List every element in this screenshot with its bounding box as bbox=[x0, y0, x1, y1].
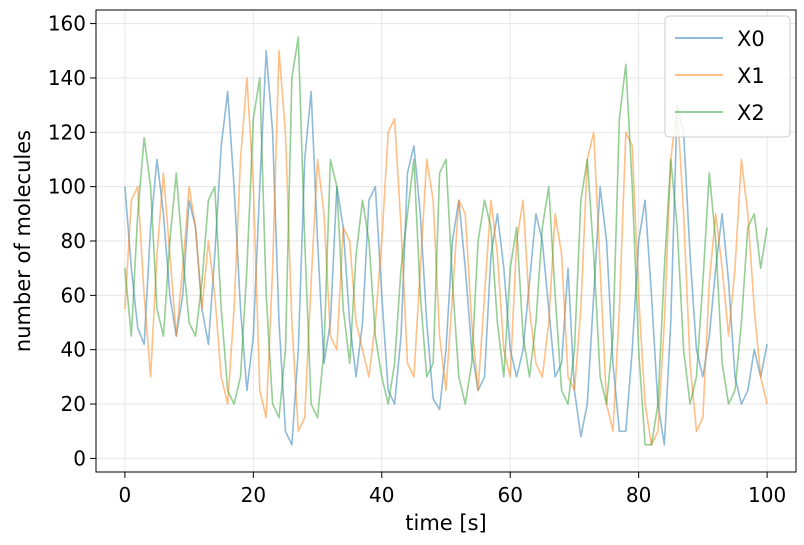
y-tick-label: 140 bbox=[48, 66, 86, 90]
y-tick-label: 60 bbox=[61, 283, 86, 307]
x-axis-label: time [s] bbox=[405, 511, 486, 535]
x-tick-label: 100 bbox=[748, 483, 786, 507]
y-tick-label: 160 bbox=[48, 12, 86, 36]
x-axis-ticks: 0 20 40 60 80 100 bbox=[119, 472, 786, 507]
x-tick-label: 20 bbox=[241, 483, 266, 507]
legend-label-x2: X2 bbox=[737, 101, 765, 125]
x-tick-label: 80 bbox=[626, 483, 651, 507]
y-tick-label: 80 bbox=[61, 229, 86, 253]
y-tick-label: 20 bbox=[61, 392, 86, 416]
y-axis-label: number of molecules bbox=[11, 130, 35, 352]
y-tick-label: 120 bbox=[48, 120, 86, 144]
legend-box bbox=[664, 15, 791, 138]
series-line-x2 bbox=[124, 36, 768, 446]
x-tick-label: 40 bbox=[369, 483, 394, 507]
legend: X0 X1 X2 bbox=[664, 15, 791, 138]
series-line-x1 bbox=[124, 49, 768, 446]
x-tick-label: 60 bbox=[497, 483, 522, 507]
series-line-x0 bbox=[124, 49, 768, 446]
y-tick-label: 0 bbox=[73, 446, 86, 470]
series-lines bbox=[124, 36, 768, 446]
x-tick-label: 0 bbox=[119, 483, 132, 507]
y-tick-label: 40 bbox=[61, 338, 86, 362]
y-tick-label: 100 bbox=[48, 175, 86, 199]
legend-label-x1: X1 bbox=[737, 64, 765, 88]
y-axis-ticks: 0 20 40 60 80 100 120 140 160 bbox=[48, 12, 96, 470]
legend-label-x0: X0 bbox=[737, 27, 765, 51]
